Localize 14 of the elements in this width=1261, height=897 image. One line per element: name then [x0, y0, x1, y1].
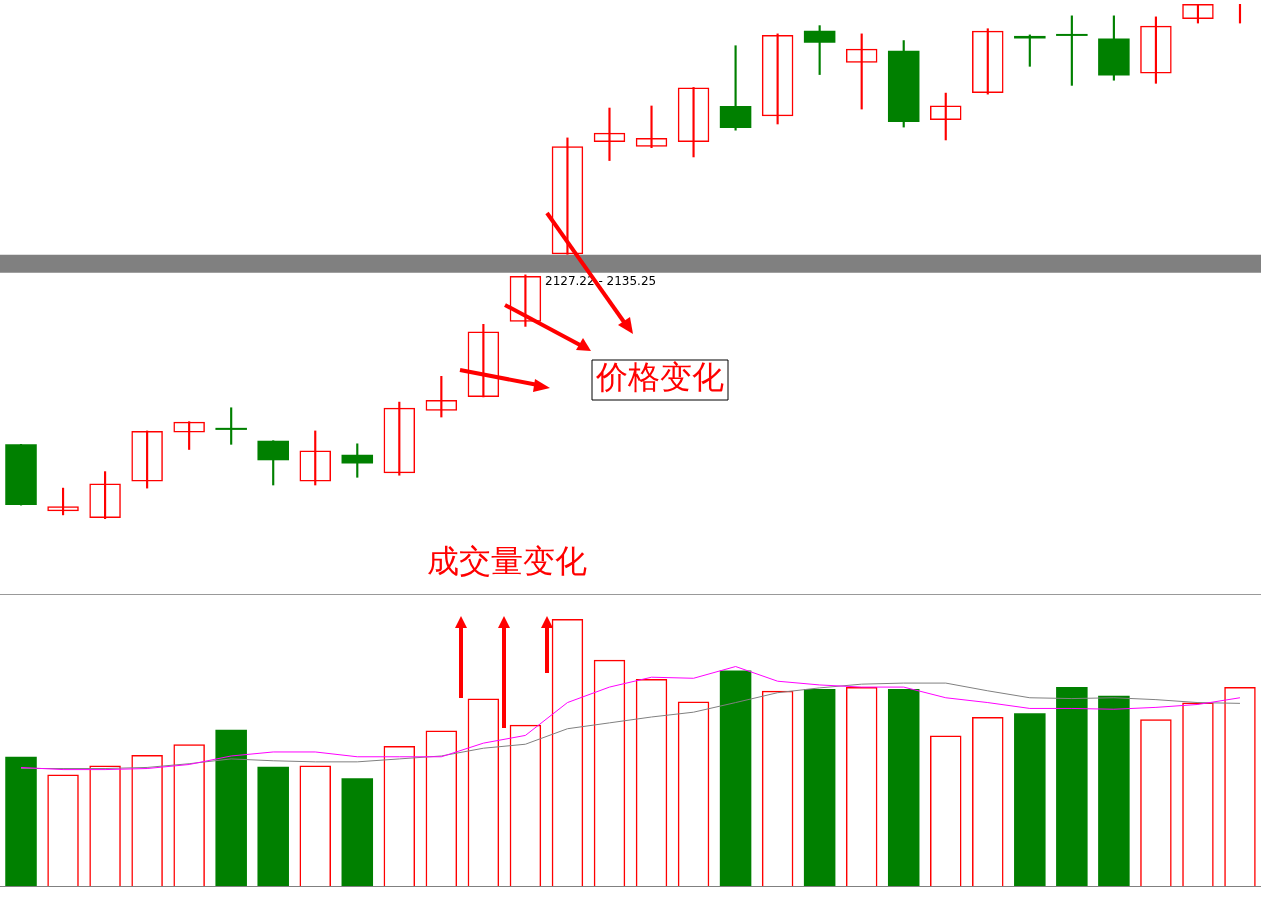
bar: [1014, 713, 1046, 886]
text: 成交量变化: [427, 542, 587, 581]
annotation: 价格变化: [595, 358, 724, 397]
candlestick: [215, 407, 247, 445]
bar: [1056, 687, 1088, 886]
bar: [1098, 695, 1130, 886]
bar: [803, 688, 836, 886]
band-label: 2127.22 - 2135.25: [545, 273, 657, 288]
bar: [257, 766, 289, 886]
bar: [887, 688, 920, 886]
bar: [341, 778, 374, 886]
bar: [5, 756, 37, 886]
bar: [719, 670, 752, 886]
bar: [215, 729, 247, 886]
